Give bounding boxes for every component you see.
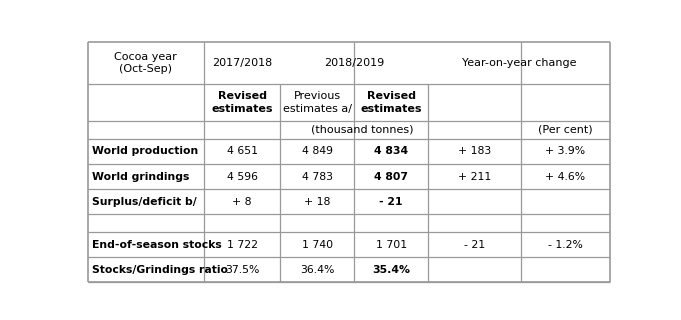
- Text: World grindings: World grindings: [92, 172, 189, 181]
- Text: (Per cent): (Per cent): [538, 125, 592, 135]
- Text: + 211: + 211: [458, 172, 491, 181]
- Text: Year-on-year change: Year-on-year change: [462, 58, 577, 68]
- Text: - 21: - 21: [464, 240, 485, 250]
- Text: + 183: + 183: [458, 147, 491, 156]
- Text: 4 596: 4 596: [227, 172, 257, 181]
- Text: (thousand tonnes): (thousand tonnes): [311, 125, 413, 135]
- Text: Stocks/Grindings ratio: Stocks/Grindings ratio: [92, 265, 228, 275]
- Text: Revised
estimates: Revised estimates: [360, 91, 422, 114]
- Text: 37.5%: 37.5%: [225, 265, 259, 275]
- Text: World production: World production: [92, 147, 198, 156]
- Text: Previous
estimates a/: Previous estimates a/: [283, 91, 352, 114]
- Text: - 21: - 21: [379, 197, 403, 207]
- Text: + 4.6%: + 4.6%: [545, 172, 586, 181]
- Text: Surplus/deficit b/: Surplus/deficit b/: [92, 197, 197, 207]
- Text: Cocoa year
(Oct-Sep): Cocoa year (Oct-Sep): [114, 52, 177, 74]
- Text: Revised
estimates: Revised estimates: [211, 91, 273, 114]
- Text: 1 740: 1 740: [302, 240, 333, 250]
- Text: 35.4%: 35.4%: [373, 265, 410, 275]
- Text: + 8: + 8: [232, 197, 252, 207]
- Text: 36.4%: 36.4%: [300, 265, 334, 275]
- Text: 4 807: 4 807: [375, 172, 408, 181]
- Text: 4 834: 4 834: [374, 147, 409, 156]
- Text: 1 722: 1 722: [227, 240, 257, 250]
- Text: 4 651: 4 651: [227, 147, 257, 156]
- Text: 2018/2019: 2018/2019: [324, 58, 384, 68]
- Text: + 18: + 18: [304, 197, 330, 207]
- Text: 1 701: 1 701: [376, 240, 407, 250]
- Text: - 1.2%: - 1.2%: [548, 240, 583, 250]
- Text: End-of-season stocks: End-of-season stocks: [92, 240, 222, 250]
- Text: 4 783: 4 783: [302, 172, 333, 181]
- Text: + 3.9%: + 3.9%: [545, 147, 586, 156]
- Text: 2017/2018: 2017/2018: [212, 58, 272, 68]
- Text: 4 849: 4 849: [302, 147, 333, 156]
